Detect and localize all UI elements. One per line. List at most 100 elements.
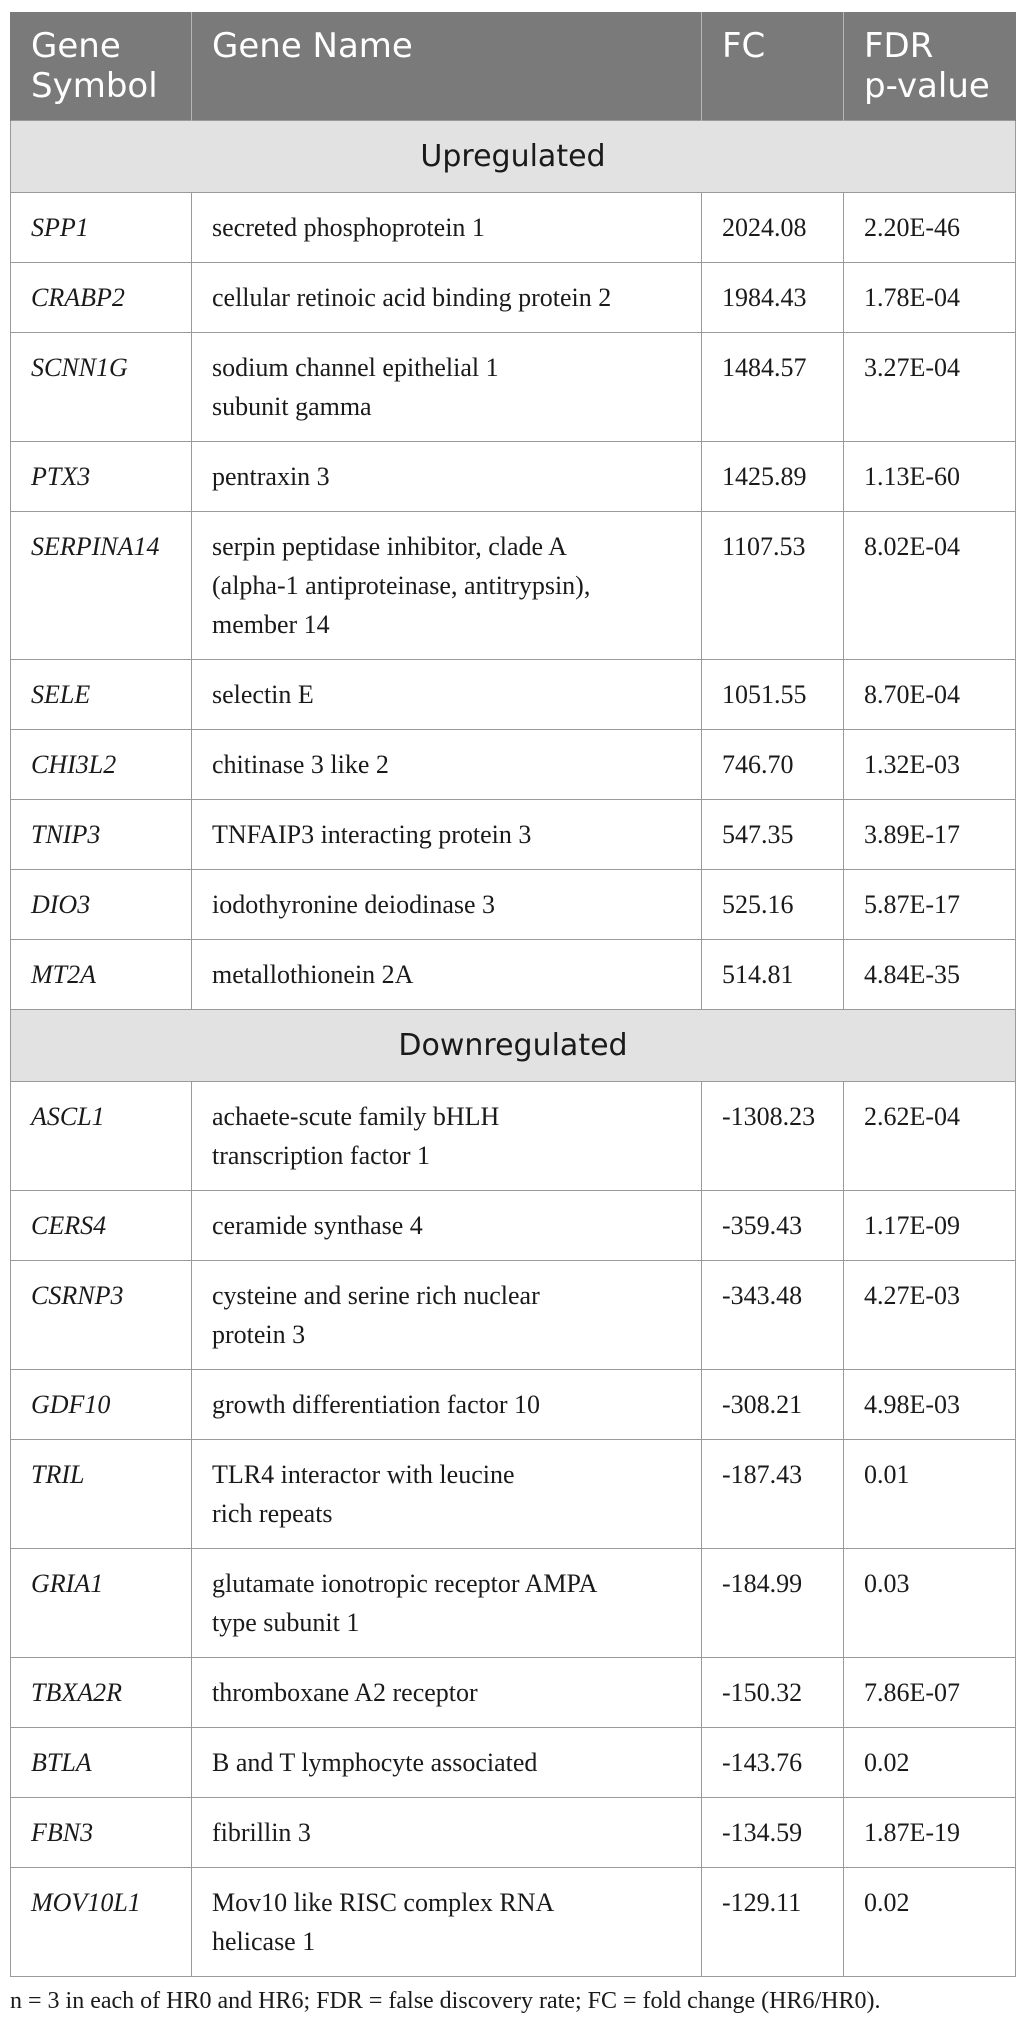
gene-name-cell: metallothionein 2A [191, 939, 702, 1010]
gene-symbol-cell: TBXA2R [10, 1657, 192, 1728]
header-fc: FC [701, 12, 844, 121]
gene-symbol-cell: GDF10 [10, 1369, 192, 1440]
gene-symbol-cell: SELE [10, 659, 192, 730]
gene-name-cell: TNFAIP3 interacting protein 3 [191, 799, 702, 870]
fold-change-cell: -343.48 [701, 1260, 844, 1370]
header-fdr-p-value: FDR p-value [843, 12, 1016, 121]
fold-change-cell: 1051.55 [701, 659, 844, 730]
table-row: ASCL1 achaete-scute family bHLH transcript… [10, 1081, 1016, 1191]
gene-name-cell: thromboxane A2 receptor [191, 1657, 702, 1728]
fold-change-cell: -359.43 [701, 1190, 844, 1261]
table-row: MOV10L1 Mov10 like RISC complex RNA helica… [10, 1867, 1016, 1977]
table-row: MT2A metallothionein 2A 514.81 4.84E-35 [10, 939, 1016, 1010]
fold-change-cell: -308.21 [701, 1369, 844, 1440]
table-row: CRABP2 cellular retinoic acid binding pro… [10, 262, 1016, 333]
fdr-p-value-cell: 4.27E-03 [843, 1260, 1016, 1370]
gene-symbol-cell: SPP1 [10, 192, 192, 263]
gene-symbol-cell: CRABP2 [10, 262, 192, 333]
fdr-p-value-cell: 8.02E-04 [843, 511, 1016, 660]
gene-symbol-cell: GRIA1 [10, 1548, 192, 1658]
table-row: GDF10 growth differentiation factor 10 -30… [10, 1369, 1016, 1440]
fdr-p-value-cell: 0.01 [843, 1439, 1016, 1549]
fold-change-cell: 514.81 [701, 939, 844, 1010]
gene-symbol-cell: CSRNP3 [10, 1260, 192, 1370]
fdr-p-value-cell: 2.62E-04 [843, 1081, 1016, 1191]
gene-symbol-cell: SCNN1G [10, 332, 192, 442]
gene-name-cell: secreted phosphoprotein 1 [191, 192, 702, 263]
gene-symbol-cell: DIO3 [10, 869, 192, 940]
fdr-p-value-cell: 2.20E-46 [843, 192, 1016, 263]
table-body: Upregulated SPP1 secreted phosphoprotein 1… [10, 120, 1016, 1977]
gene-name-cell: ceramide synthase 4 [191, 1190, 702, 1261]
table-row: GRIA1 glutamate ionotropic receptor AMPA t… [10, 1548, 1016, 1658]
fdr-p-value-cell: 0.02 [843, 1867, 1016, 1977]
gene-symbol-cell: CERS4 [10, 1190, 192, 1261]
gene-name-cell: Mov10 like RISC complex RNA helicase 1 [191, 1867, 702, 1977]
gene-name-cell: B and T lymphocyte associated [191, 1727, 702, 1798]
gene-expression-table: Gene Symbol Gene Name FC FDR p-value Upreg… [10, 12, 1016, 1977]
section-row-upregulated: Upregulated [10, 120, 1016, 193]
section-row-downregulated: Downregulated [10, 1009, 1016, 1082]
table-row: BTLA B and T lymphocyte associated -143.76… [10, 1727, 1016, 1798]
gene-symbol-cell: MT2A [10, 939, 192, 1010]
fdr-p-value-cell: 1.32E-03 [843, 729, 1016, 800]
header-row: Gene Symbol Gene Name FC FDR p-value [10, 12, 1016, 121]
fold-change-cell: 1425.89 [701, 441, 844, 512]
table-row: SCNN1G sodium channel epithelial 1 subunit… [10, 332, 1016, 442]
fdr-p-value-cell: 0.02 [843, 1727, 1016, 1798]
fold-change-cell: -129.11 [701, 1867, 844, 1977]
gene-name-cell: achaete-scute family bHLH transcription f… [191, 1081, 702, 1191]
fdr-p-value-cell: 1.78E-04 [843, 262, 1016, 333]
gene-symbol-cell: ASCL1 [10, 1081, 192, 1191]
fdr-p-value-cell: 4.98E-03 [843, 1369, 1016, 1440]
section-label: Upregulated [10, 120, 1016, 193]
gene-table-container: Gene Symbol Gene Name FC FDR p-value Upreg… [10, 12, 1016, 1977]
gene-name-cell: growth differentiation factor 10 [191, 1369, 702, 1440]
fold-change-cell: 1107.53 [701, 511, 844, 660]
table-row: SERPINA14 serpin peptidase inhibitor, cla… [10, 511, 1016, 660]
fold-change-cell: -134.59 [701, 1797, 844, 1868]
fold-change-cell: 547.35 [701, 799, 844, 870]
table-row: CSRNP3 cysteine and serine rich nuclear pr… [10, 1260, 1016, 1370]
fold-change-cell: 525.16 [701, 869, 844, 940]
gene-symbol-cell: MOV10L1 [10, 1867, 192, 1977]
table-row: TRIL TLR4 interactor with leucine rich rep… [10, 1439, 1016, 1549]
gene-name-cell: selectin E [191, 659, 702, 730]
gene-symbol-cell: SERPINA14 [10, 511, 192, 660]
table-row: TBXA2R thromboxane A2 receptor -150.32 7.86… [10, 1657, 1016, 1728]
fdr-p-value-cell: 7.86E-07 [843, 1657, 1016, 1728]
gene-name-cell: pentraxin 3 [191, 441, 702, 512]
header-gene-symbol: Gene Symbol [10, 12, 192, 121]
fdr-p-value-cell: 1.17E-09 [843, 1190, 1016, 1261]
table-footnote: n = 3 in each of HR0 and HR6; FDR = fals… [10, 1988, 881, 2014]
fdr-p-value-cell: 8.70E-04 [843, 659, 1016, 730]
fold-change-cell: -143.76 [701, 1727, 844, 1798]
gene-symbol-cell: TRIL [10, 1439, 192, 1549]
fold-change-cell: 2024.08 [701, 192, 844, 263]
table-row: PTX3 pentraxin 3 1425.89 1.13E-60 [10, 441, 1016, 512]
gene-name-cell: sodium channel epithelial 1 subunit gamma [191, 332, 702, 442]
gene-symbol-cell: TNIP3 [10, 799, 192, 870]
fdr-p-value-cell: 5.87E-17 [843, 869, 1016, 940]
fdr-p-value-cell: 1.87E-19 [843, 1797, 1016, 1868]
gene-name-cell: iodothyronine deiodinase 3 [191, 869, 702, 940]
table-row: DIO3 iodothyronine deiodinase 3 525.16 5.87… [10, 869, 1016, 940]
gene-symbol-cell: BTLA [10, 1727, 192, 1798]
gene-symbol-cell: CHI3L2 [10, 729, 192, 800]
table-row: SPP1 secreted phosphoprotein 1 2024.08 2.20… [10, 192, 1016, 263]
table-row: TNIP3 TNFAIP3 interacting protein 3 547.35… [10, 799, 1016, 870]
fdr-p-value-cell: 1.13E-60 [843, 441, 1016, 512]
fdr-p-value-cell: 4.84E-35 [843, 939, 1016, 1010]
section-label: Downregulated [10, 1009, 1016, 1082]
header-gene-name: Gene Name [191, 12, 702, 121]
fdr-p-value-cell: 3.27E-04 [843, 332, 1016, 442]
table-header: Gene Symbol Gene Name FC FDR p-value [10, 12, 1016, 121]
fold-change-cell: -1308.23 [701, 1081, 844, 1191]
fdr-p-value-cell: 3.89E-17 [843, 799, 1016, 870]
gene-name-cell: TLR4 interactor with leucine rich repeats [191, 1439, 702, 1549]
table-row: CHI3L2 chitinase 3 like 2 746.70 1.32E-03 [10, 729, 1016, 800]
fold-change-cell: -150.32 [701, 1657, 844, 1728]
gene-name-cell: glutamate ionotropic receptor AMPA type s… [191, 1548, 702, 1658]
fold-change-cell: 746.70 [701, 729, 844, 800]
fold-change-cell: 1984.43 [701, 262, 844, 333]
